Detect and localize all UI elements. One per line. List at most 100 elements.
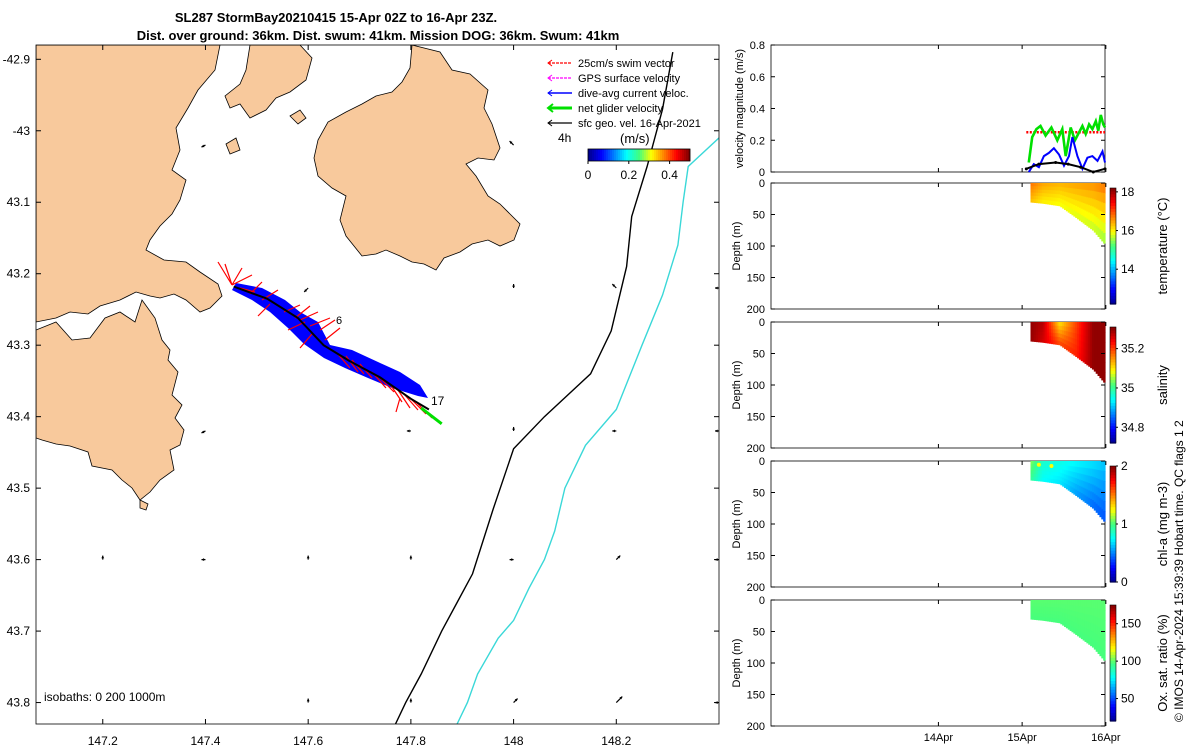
oxygen-colorbar-cell: [1110, 607, 1116, 612]
oxygen-colorbar-cell: [1110, 628, 1116, 632]
map-x-tick-label: 147.4: [190, 734, 220, 748]
map-colorbar-cell: [648, 149, 651, 161]
salinity-section-cell: [1095, 347, 1099, 357]
salinity-section-cell: [1037, 328, 1041, 333]
map-colorbar-cell: [644, 149, 647, 161]
chla-highlight-point: [1049, 464, 1054, 469]
oxygen-colorbar-cell: [1110, 715, 1116, 719]
temperature-section-cell: [1086, 183, 1089, 191]
temperature-section-cell: [1084, 183, 1087, 191]
chla-colorbar-cell: [1110, 579, 1116, 583]
temperature-section-cell: [1043, 199, 1046, 204]
chla-section-cell: [1084, 474, 1087, 483]
chla-section-cell: [1034, 461, 1037, 465]
oxygen-section-cell: [1091, 639, 1095, 648]
salinity-section-cell: [1067, 326, 1071, 333]
chla-colorbar-cell: [1110, 468, 1116, 473]
oxygen-section-cell: [1073, 600, 1076, 607]
oxygen-section-cell: [1032, 603, 1035, 607]
oxygen-section-cell: [1036, 606, 1039, 611]
salinity-section-cell: [1049, 322, 1052, 327]
map-colorbar-cell: [682, 149, 685, 161]
legend-item-sfc: sfc geo. vel. 16-Apr-2021: [547, 118, 701, 130]
chla-section-cell: [1097, 461, 1101, 471]
salinity-section-cell: [1030, 334, 1033, 339]
velocity-y-tick-label: 0: [759, 167, 765, 179]
oxygen-section-cell: [1075, 605, 1078, 613]
salinity-section-cell: [1030, 325, 1033, 329]
map-colorbar-tick-label: 0.2: [620, 168, 637, 182]
temperature-section-cell: [1095, 183, 1099, 193]
oxygen-section-cell: [1030, 606, 1033, 611]
oxygen-section-cell: [1052, 600, 1056, 605]
chla-section-cell: [1091, 492, 1095, 501]
oxygen-section-cell: [1069, 615, 1073, 621]
isobaths-label: isobaths: 0 200 1000m: [44, 690, 165, 704]
legend-net-label: net glider velocity: [578, 103, 663, 115]
oxygen-colorbar-cell: [1110, 677, 1116, 681]
temperature-section-cell: [1103, 213, 1106, 224]
salinity-section-cell: [1073, 322, 1076, 329]
temperature-y-tick-label: 50: [753, 210, 765, 222]
chla-section-cell: [1082, 461, 1086, 469]
map-colorbar-cell: [624, 149, 627, 161]
oxygen-section-cell: [1054, 600, 1058, 605]
chla-panel: 0 50 100 150 200 Depth (m) 0 1 2 chl-a (mg m-3): [731, 456, 1170, 594]
salinity-section-cell: [1037, 325, 1041, 330]
oxygen-section-cell: [1039, 600, 1043, 604]
oxygen-panel: 0 50 100 150 200 Depth (m) 50 100 150 Ox. sat. ra…: [731, 595, 1170, 733]
salinity-section-cell: [1043, 328, 1046, 333]
salinity-section-cell: [1030, 337, 1033, 342]
oxygen-section-cell: [1047, 606, 1050, 612]
chla-section-cell: [1080, 493, 1084, 501]
salinity-section-cell: [1064, 335, 1067, 341]
oxygen-section-cell: [1090, 600, 1093, 609]
salinity-section-cell: [1045, 332, 1048, 337]
land-island-north: [224, 45, 313, 119]
oxygen-section-cell: [1099, 618, 1102, 629]
oxygen-colorbar-cell: [1110, 712, 1116, 716]
salinity-section-cell: [1062, 342, 1065, 348]
temperature-section-cell: [1030, 195, 1033, 200]
oxygen-section-cell: [1047, 610, 1050, 615]
map-colorbar-cell: [598, 149, 601, 161]
oxygen-section-cell: [1095, 642, 1099, 652]
temperature-section-cell: [1047, 186, 1050, 191]
chla-section-cell: [1078, 485, 1082, 493]
oxygen-section-cell: [1036, 609, 1039, 614]
temperature-colorbar-cell: [1110, 199, 1116, 204]
oxygen-section-cell: [1084, 627, 1087, 636]
swim-vector-cluster-mid: [299, 317, 373, 379]
map-colorbar-cell: [618, 149, 621, 161]
salinity-section-cell: [1082, 335, 1086, 343]
oxygen-section-cell: [1058, 615, 1061, 620]
temperature-section-cell: [1043, 189, 1046, 194]
temperature-section-cell: [1036, 183, 1039, 187]
chla-section-cell: [1103, 501, 1106, 512]
salinity-colorbar-cell: [1110, 396, 1116, 401]
temperature-section-cell: [1054, 201, 1058, 206]
temperature-section-cell: [1091, 183, 1095, 192]
oxygen-section-cell: [1067, 624, 1071, 630]
salinity-section-cell: [1101, 350, 1104, 362]
salinity-section-cell: [1077, 322, 1080, 329]
temperature-section-cell: [1030, 198, 1033, 203]
salinity-section-cell: [1086, 329, 1089, 337]
chla-section-cell: [1073, 472, 1076, 479]
salinity-colorbar-cell: [1110, 416, 1116, 421]
temperature-colorbar-cell: [1110, 272, 1116, 276]
chla-y-tick-label: 0: [759, 456, 765, 468]
salinity-colorbar-cell: [1110, 393, 1116, 398]
oxygen-section-cell: [1069, 600, 1073, 606]
map-colorbar-cell: [674, 149, 677, 161]
temperature-section-cell: [1049, 190, 1052, 195]
land-northwest: [36, 45, 223, 323]
oxygen-section-cell: [1071, 600, 1074, 606]
oxygen-section-cell: [1088, 622, 1091, 631]
salinity-section-cell: [1101, 341, 1104, 352]
oxygen-section-cell: [1041, 600, 1045, 604]
temperature-section-cell: [1071, 193, 1074, 200]
temperature-section-cell: [1069, 183, 1073, 189]
chla-section-cell: [1077, 472, 1080, 480]
temperature-section-cell: [1095, 208, 1099, 218]
